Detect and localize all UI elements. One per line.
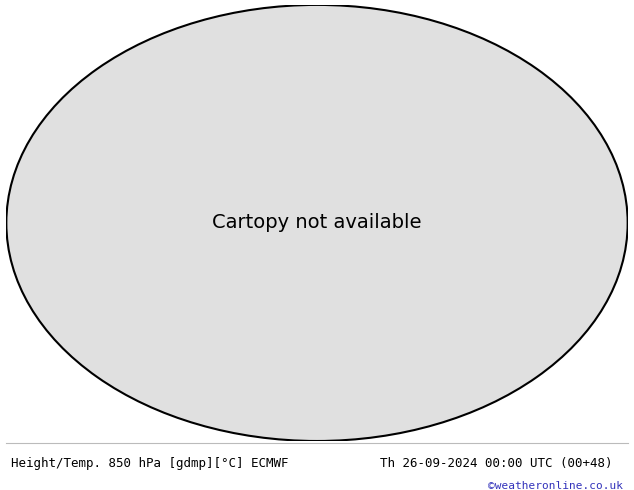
- Ellipse shape: [6, 5, 628, 441]
- Text: Th 26-09-2024 00:00 UTC (00+48): Th 26-09-2024 00:00 UTC (00+48): [380, 457, 613, 470]
- Text: ©weatheronline.co.uk: ©weatheronline.co.uk: [488, 481, 623, 490]
- Text: Height/Temp. 850 hPa [gdmp][°C] ECMWF: Height/Temp. 850 hPa [gdmp][°C] ECMWF: [11, 457, 289, 470]
- Text: Cartopy not available: Cartopy not available: [212, 214, 422, 232]
